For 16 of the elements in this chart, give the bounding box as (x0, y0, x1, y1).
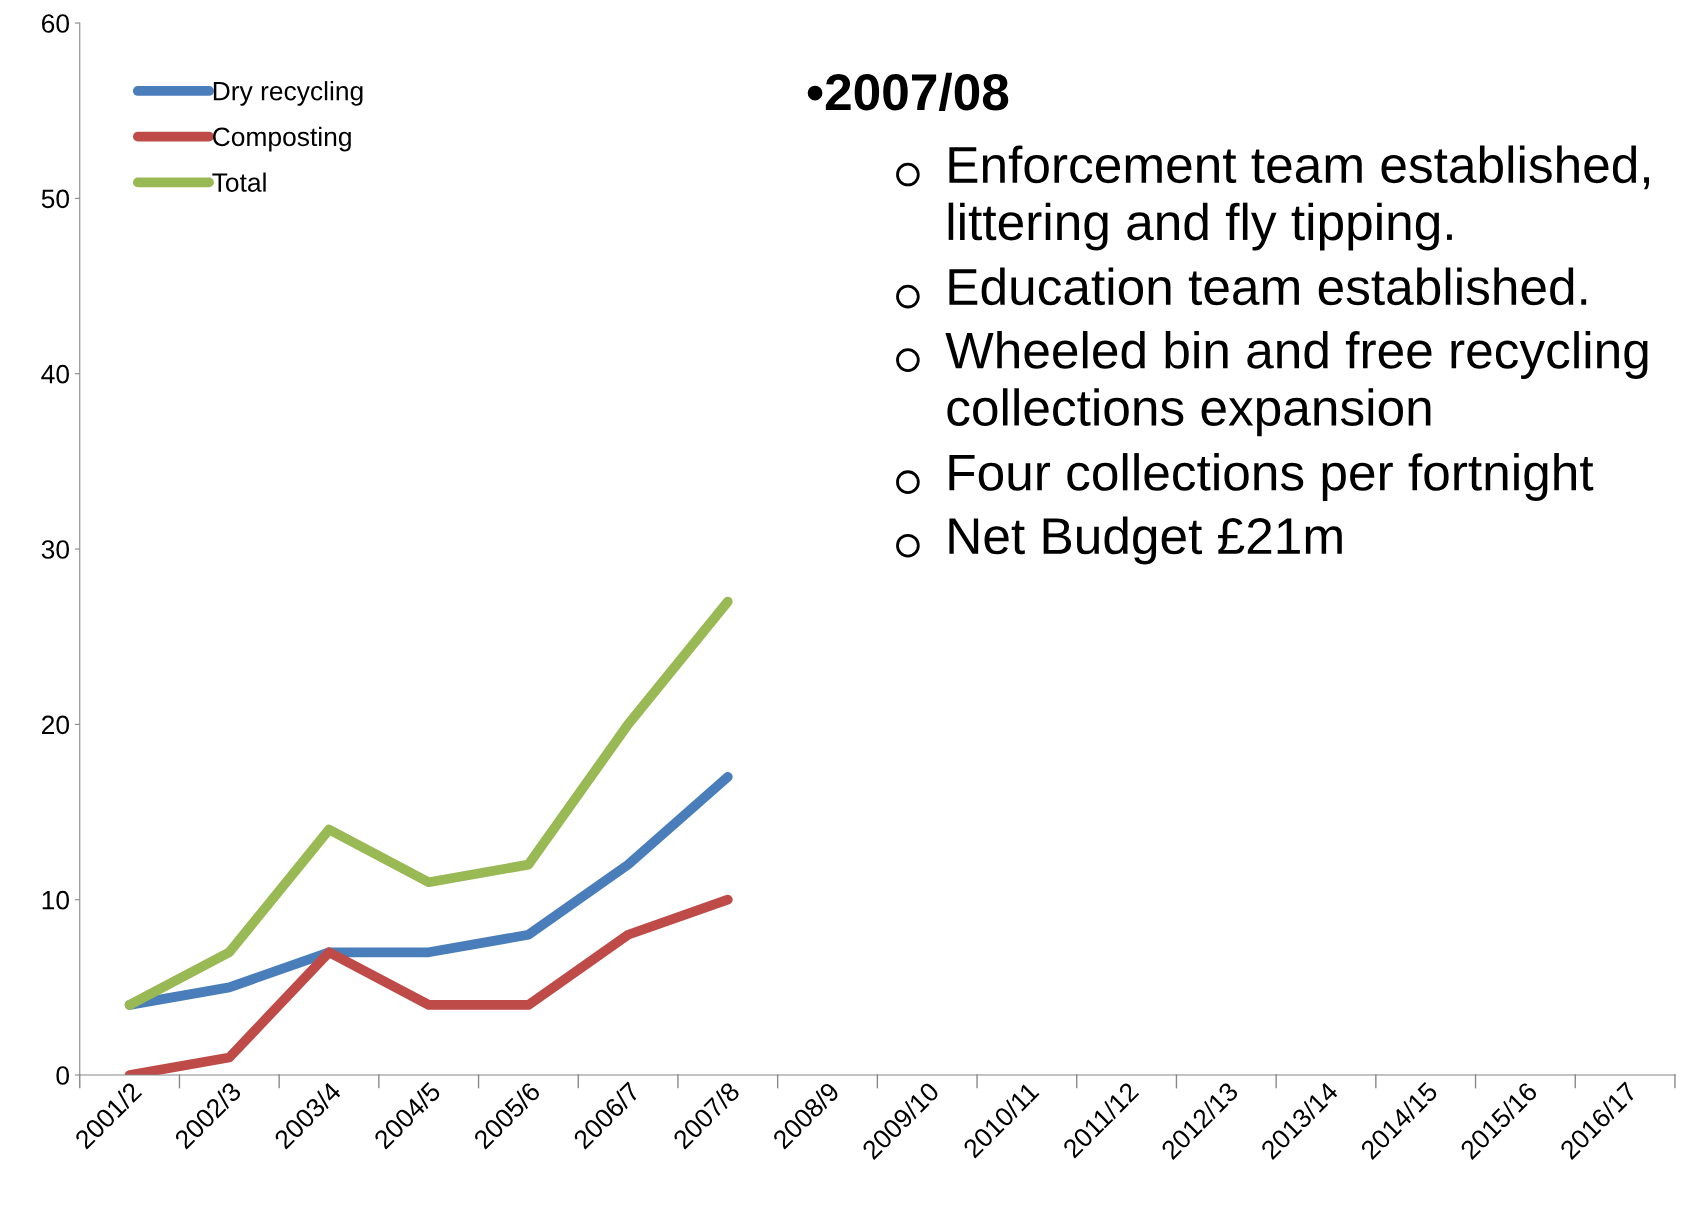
y-tick-label: 50 (41, 189, 70, 209)
annotation: Education team established. (949, 267, 1587, 306)
annotation: •2007/08 (807, 72, 1009, 111)
annotation: Wheeled bin and free recycling collections expansion (945, 331, 1648, 437)
y-tick-label: 0 (56, 1066, 70, 1085)
annotation: Four collections per fortnight (949, 453, 1594, 501)
y-tick-label: 60 (42, 14, 70, 33)
y-tick-label: 40 (41, 364, 70, 384)
y-tick-label: 20 (42, 715, 70, 735)
annotation: Enforcement team established, littering and fly tipping. (948, 145, 1650, 251)
legend-label: Composting (213, 126, 351, 152)
y-tick-label: 30 (41, 540, 70, 559)
legend-label: Dry recycling (213, 81, 363, 106)
y-tick-label: 10 (42, 890, 70, 910)
legend-label: Total (212, 172, 266, 192)
annotation: Net Budget £21m (949, 516, 1342, 565)
